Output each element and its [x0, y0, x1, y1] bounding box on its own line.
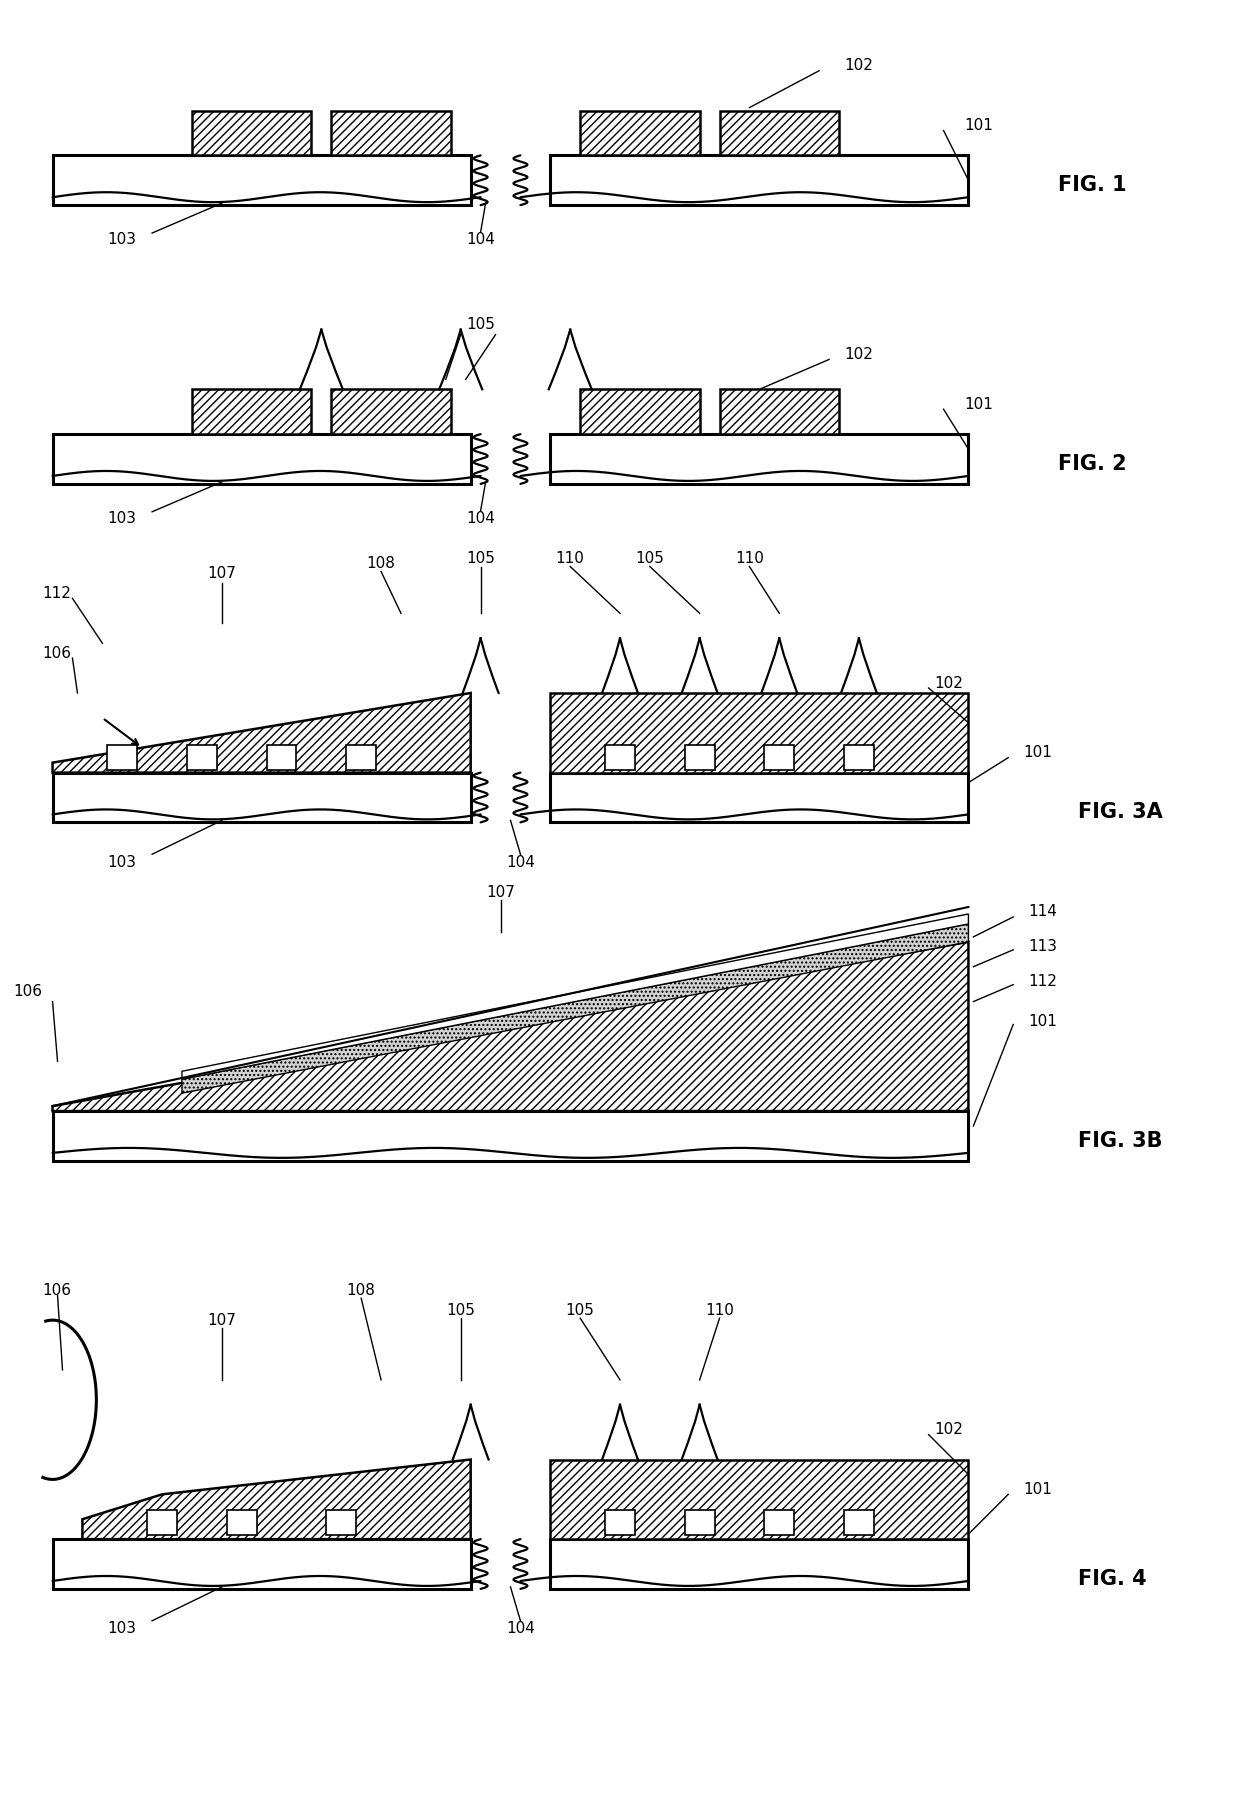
Text: 102: 102 — [934, 1422, 963, 1437]
Bar — [187, 745, 217, 770]
Bar — [684, 745, 714, 770]
Bar — [108, 745, 138, 770]
Text: 103: 103 — [108, 1622, 136, 1636]
Text: 107: 107 — [207, 1312, 237, 1328]
Bar — [192, 111, 311, 156]
Polygon shape — [52, 942, 968, 1111]
Text: 105: 105 — [466, 317, 495, 332]
Text: FIG. 3B: FIG. 3B — [1078, 1131, 1162, 1151]
Text: 105: 105 — [565, 1303, 595, 1317]
Text: 101: 101 — [1024, 1482, 1053, 1497]
Bar — [52, 1538, 471, 1589]
Text: 102: 102 — [934, 676, 963, 690]
Text: 110: 110 — [735, 551, 764, 565]
Bar — [719, 111, 839, 156]
Text: 107: 107 — [207, 565, 237, 582]
Text: FIG. 4: FIG. 4 — [1078, 1569, 1147, 1589]
Bar — [331, 111, 451, 156]
Bar — [52, 772, 471, 823]
Bar — [605, 745, 635, 770]
Bar — [326, 1509, 356, 1535]
Bar — [192, 390, 311, 435]
Text: 105: 105 — [446, 1303, 475, 1317]
Text: 104: 104 — [506, 855, 534, 870]
Bar — [331, 390, 451, 435]
Bar — [580, 111, 699, 156]
Text: 112: 112 — [42, 585, 72, 602]
Bar — [551, 1459, 968, 1538]
Polygon shape — [82, 1459, 471, 1538]
Bar — [580, 390, 699, 435]
Bar — [346, 745, 376, 770]
Bar — [844, 1509, 874, 1535]
Text: 104: 104 — [466, 511, 495, 525]
Bar — [764, 745, 794, 770]
Polygon shape — [52, 692, 471, 772]
Text: FIG. 2: FIG. 2 — [1058, 455, 1127, 475]
Text: 104: 104 — [466, 232, 495, 248]
Text: 101: 101 — [963, 118, 993, 132]
Text: 106: 106 — [14, 984, 42, 998]
Bar — [844, 745, 874, 770]
Bar — [551, 772, 968, 823]
Bar — [52, 1111, 968, 1161]
Text: 104: 104 — [506, 1622, 534, 1636]
Text: 106: 106 — [42, 645, 72, 661]
Text: FIG. 1: FIG. 1 — [1058, 176, 1127, 196]
Bar — [551, 1538, 968, 1589]
Bar — [148, 1509, 177, 1535]
Bar — [227, 1509, 257, 1535]
Text: 101: 101 — [1024, 745, 1053, 761]
Text: 107: 107 — [486, 884, 515, 899]
Bar — [267, 745, 296, 770]
Text: 103: 103 — [108, 232, 136, 248]
Bar — [684, 1509, 714, 1535]
Bar — [551, 692, 968, 772]
Text: 101: 101 — [963, 397, 993, 411]
Bar — [52, 156, 471, 205]
Text: 113: 113 — [1028, 939, 1058, 955]
Text: 103: 103 — [108, 855, 136, 870]
Text: 105: 105 — [466, 551, 495, 565]
Bar — [605, 1509, 635, 1535]
Bar — [719, 390, 839, 435]
Text: 112: 112 — [1028, 975, 1056, 989]
Text: 114: 114 — [1028, 904, 1056, 919]
Text: 101: 101 — [1028, 1015, 1056, 1029]
Text: 105: 105 — [635, 551, 665, 565]
Text: 106: 106 — [42, 1283, 72, 1297]
Text: 102: 102 — [844, 346, 873, 362]
Text: 108: 108 — [347, 1283, 376, 1297]
Text: 110: 110 — [556, 551, 585, 565]
Polygon shape — [182, 924, 968, 1093]
Bar — [764, 1509, 794, 1535]
Polygon shape — [182, 913, 968, 1080]
Text: FIG. 3A: FIG. 3A — [1078, 803, 1163, 823]
Bar — [551, 156, 968, 205]
Text: 103: 103 — [108, 511, 136, 525]
Text: 102: 102 — [844, 58, 873, 72]
Text: 108: 108 — [367, 556, 396, 571]
Text: 110: 110 — [706, 1303, 734, 1317]
Bar — [551, 435, 968, 484]
Bar — [52, 435, 471, 484]
